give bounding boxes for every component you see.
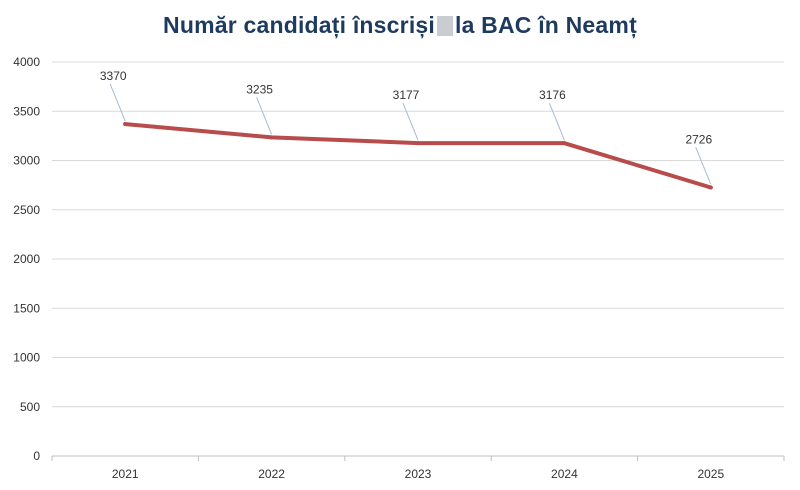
x-tick-label: 2025 [697,467,724,481]
leader-line [256,97,273,135]
y-tick-label: 1500 [13,301,40,315]
chart-title: Număr candidați înscriși la BAC în Neamț [0,12,800,39]
data-point [416,141,420,146]
data-label: 3176 [539,88,566,102]
data-point [562,141,567,146]
leader-line [109,83,126,122]
x-tick-label: 2023 [405,467,432,481]
x-tick-label: 2024 [551,467,578,481]
x-tick-label: 2021 [112,467,139,481]
y-tick-label: 500 [20,400,40,414]
data-label: 3370 [100,69,127,83]
data-label: 2726 [685,132,712,146]
title-redaction-mark [437,16,453,36]
series-line [123,122,713,190]
y-tick-label: 2500 [13,203,40,217]
data-label: 3177 [393,88,420,102]
leader-line [402,102,419,141]
y-tick-label: 1000 [13,351,40,365]
y-tick-label: 0 [33,449,40,463]
y-tick-label: 3500 [13,104,40,118]
chart-title-text-end: la BAC în Neamț [455,12,637,38]
data-label: 3235 [246,82,273,96]
chart-title-text-start: Număr candidați înscriși [163,12,435,38]
x-tick-label: 2022 [258,467,285,481]
data-point [269,135,274,140]
data-point [123,122,128,127]
leader-line [695,147,712,185]
data-point [708,185,713,190]
y-tick-label: 4000 [13,55,40,69]
leader-line [548,102,565,141]
y-tick-label: 3000 [13,154,40,168]
y-tick-label: 2000 [13,252,40,266]
